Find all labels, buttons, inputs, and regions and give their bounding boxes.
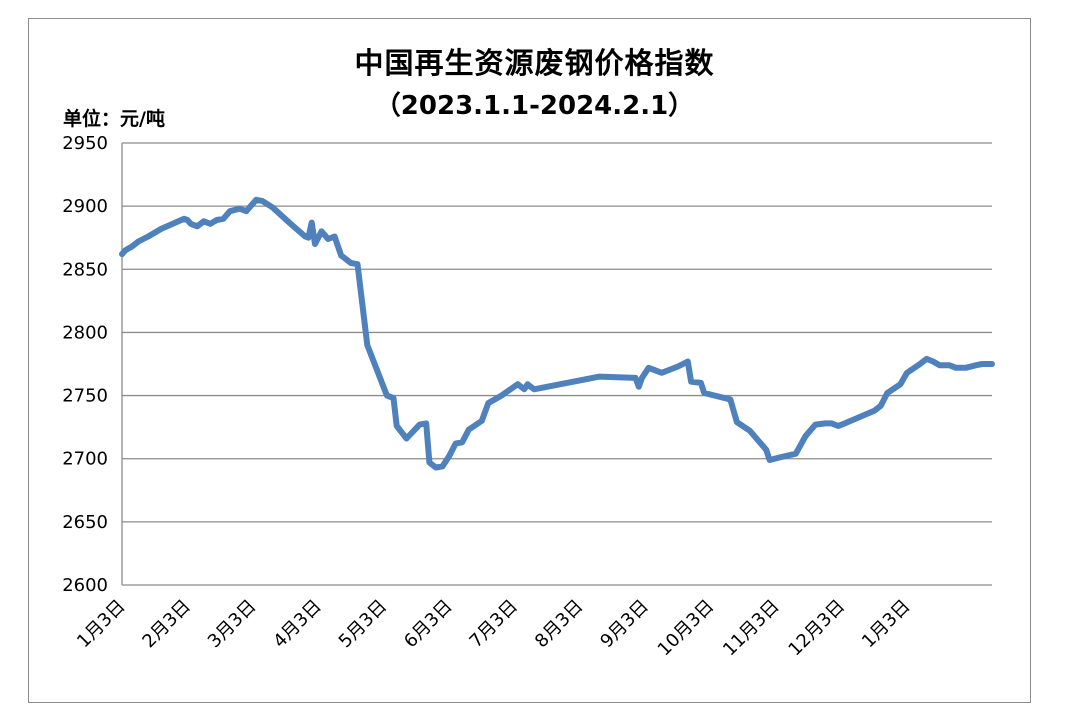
chart-title: 中国再生资源废钢价格指数 bbox=[354, 46, 715, 80]
x-tick-label: 3月3日 bbox=[204, 596, 261, 653]
unit-label: 单位：元/吨 bbox=[63, 108, 165, 130]
x-tick-label: 9月3日 bbox=[596, 596, 653, 653]
series-line bbox=[119, 196, 995, 471]
y-tick-label: 2800 bbox=[62, 322, 108, 343]
x-tick-label: 11月3日 bbox=[719, 596, 784, 661]
y-tick-label: 2850 bbox=[62, 259, 108, 280]
y-tick-label: 2700 bbox=[62, 449, 108, 470]
x-tick-label: 12月3日 bbox=[784, 596, 849, 661]
x-tick-label: 2月3日 bbox=[138, 596, 195, 653]
x-tick-label: 5月3日 bbox=[335, 596, 392, 653]
y-tick-label: 2900 bbox=[62, 196, 108, 217]
x-tick-label: 1月3日 bbox=[858, 596, 915, 653]
x-tick-label: 1月3日 bbox=[73, 596, 130, 653]
x-tick-label: 10月3日 bbox=[654, 596, 719, 661]
x-tick-label: 8月3日 bbox=[531, 596, 588, 653]
x-tick-label: 6月3日 bbox=[400, 596, 457, 653]
x-tick-label: 4月3日 bbox=[269, 596, 326, 653]
y-tick-label: 2950 bbox=[62, 133, 108, 154]
y-tick-label: 2600 bbox=[62, 575, 108, 596]
chart-frame bbox=[28, 18, 1031, 703]
y-tick-label: 2650 bbox=[62, 512, 108, 533]
chart-subtitle: （2023.1.1-2024.2.1） bbox=[374, 91, 695, 121]
y-tick-label: 2750 bbox=[62, 386, 108, 407]
x-tick-label: 7月3日 bbox=[466, 596, 523, 653]
